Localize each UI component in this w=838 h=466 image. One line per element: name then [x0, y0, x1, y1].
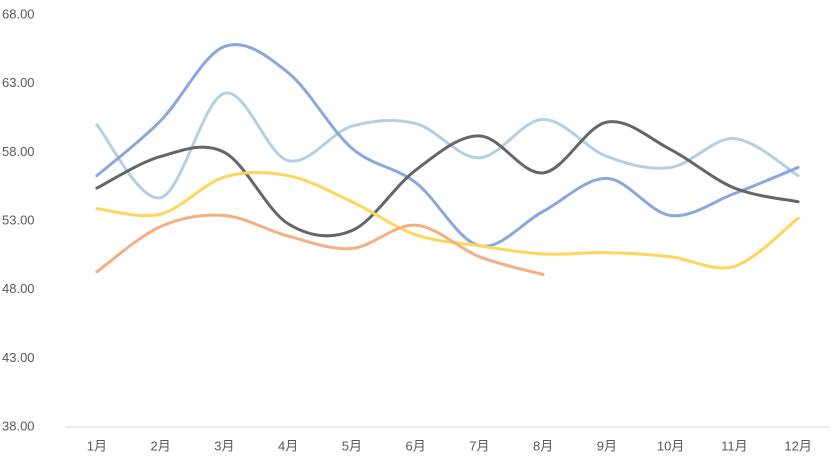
series-line [95, 213, 545, 277]
y-tick-label: 48.00 [2, 281, 35, 296]
x-tick-label: 5月 [342, 438, 362, 453]
x-tick-label: 4月 [278, 438, 298, 453]
y-tick-label: 53.00 [2, 212, 35, 227]
y-tick-label: 68.00 [2, 6, 35, 21]
y-tick-label: 63.00 [2, 75, 35, 90]
x-tick-label: 11月 [721, 438, 748, 453]
x-tick-label: 7月 [469, 438, 489, 453]
series-line [95, 91, 800, 200]
x-tick-label: 2月 [151, 438, 171, 453]
x-tick-label: 12月 [784, 438, 811, 453]
y-tick-label: 38.00 [2, 418, 35, 433]
x-tick-label: 3月 [214, 438, 234, 453]
x-tick-label: 1月 [87, 438, 107, 453]
series-line [95, 170, 800, 270]
y-tick-label: 58.00 [2, 144, 35, 159]
x-tick-label: 10月 [657, 438, 684, 453]
series-line [95, 120, 800, 238]
x-tick-label: 6月 [406, 438, 426, 453]
x-tick-label: 8月 [533, 438, 553, 453]
series-line [95, 43, 800, 248]
y-tick-label: 43.00 [2, 350, 35, 365]
x-tick-label: 9月 [597, 438, 617, 453]
